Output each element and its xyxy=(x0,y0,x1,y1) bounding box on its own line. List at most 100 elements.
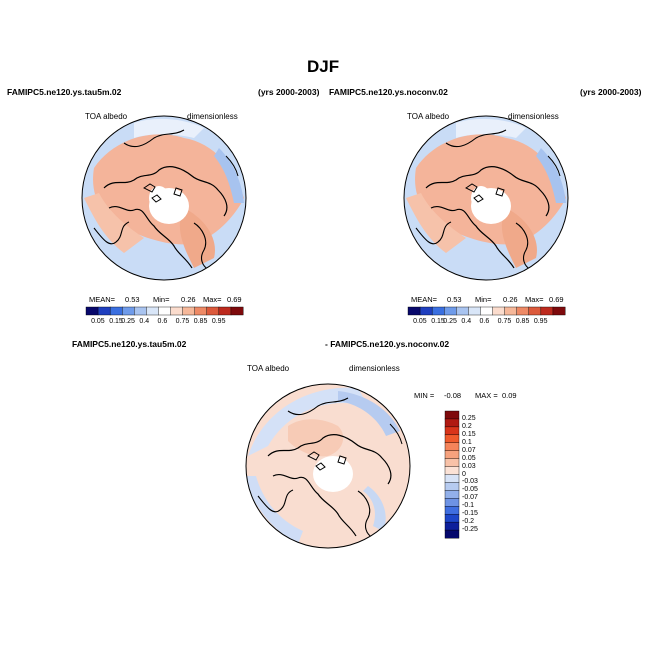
panel2-mean-label: MEAN= xyxy=(411,295,438,304)
panel2-colorbar-tick-label: 0.4 xyxy=(461,318,472,325)
diff-colorbar-tick-label: 0 xyxy=(462,470,466,478)
panel1-max-value: 0.69 xyxy=(227,295,242,304)
panel1-colorbar-swatch xyxy=(206,306,220,316)
diff-colorbar-swatch xyxy=(444,410,460,420)
diff-colorbar-swatch xyxy=(444,426,460,436)
diff-colorbar xyxy=(444,410,460,539)
panel1-colorbar-tick-label: 0.4 xyxy=(139,318,150,325)
panel2-min-label: Min= xyxy=(475,295,492,304)
diff-colorbar-swatch xyxy=(444,450,460,460)
panel1-colorbar-swatch xyxy=(97,306,111,316)
diff-colorbar-tick-label: 0.15 xyxy=(462,430,476,438)
diff-colorbar-tick-label: -0.03 xyxy=(462,478,478,486)
panel1-colorbar-tick-label: 0.15 xyxy=(109,318,123,325)
panel2-max-label: Max= xyxy=(525,295,544,304)
diff-max-label: MAX = xyxy=(475,391,498,400)
panel1-mean-value: 0.53 xyxy=(125,295,140,304)
diff-colorbar-swatch xyxy=(444,498,460,507)
panel1-colorbar-tick-label: 0.25 xyxy=(121,318,135,325)
panel1-min-value: 0.26 xyxy=(181,295,196,304)
panel1-colorbar-swatch xyxy=(230,306,244,316)
diff-min-value: -0.08 xyxy=(444,391,462,400)
diff-colorbar-swatch xyxy=(444,434,460,444)
panel1-colorbar-tick-label: 0.05 xyxy=(91,318,105,325)
panel1-mean-label: MEAN= xyxy=(89,295,116,304)
diff-colorbar-swatch xyxy=(444,474,460,483)
panel2-colorbar-swatch xyxy=(444,306,457,316)
panel1-colorbar-swatch xyxy=(194,306,208,316)
diff-colorbar-tick-label: 0.07 xyxy=(462,446,476,454)
panel2-colorbar-tick-label: 0.75 xyxy=(497,318,512,325)
diff-colorbar-swatch xyxy=(444,418,460,428)
panel1-colorbar-swatch xyxy=(109,306,123,316)
panel1-colorbar-swatch xyxy=(85,306,99,316)
panel1-colorbar-tick-label: 0.95 xyxy=(211,318,226,325)
diff-colorbar-tick-label: -0.15 xyxy=(462,510,478,518)
diff-max-value: 0.09 xyxy=(502,391,517,400)
panel1-colorbar-tick-label: 0.85 xyxy=(193,318,208,325)
panel2-colorbar-swatch xyxy=(468,306,481,316)
panel2-colorbar-tick-label: 0.25 xyxy=(443,318,457,325)
panel2-case-label: FAMIPC5.ne120.ys.noconv.02 xyxy=(329,87,448,97)
diff-colorbar-tick-label: 0.2 xyxy=(462,422,472,430)
panel1-colorbar-swatch xyxy=(170,306,184,316)
panel2-colorbar-swatch xyxy=(504,306,518,316)
diff-colorbar-tick-label: -0.05 xyxy=(462,486,478,494)
panel1-colorbar xyxy=(85,306,244,316)
diff-colorbar-swatch xyxy=(444,513,460,523)
panel1-colorbar-swatch xyxy=(134,306,147,316)
diff-colorbar-tick-label: 0.05 xyxy=(462,454,476,462)
diff-right-label: - FAMIPC5.ne120.ys.noconv.02 xyxy=(325,339,450,349)
panel2-years-label: (yrs 2000-2003) xyxy=(580,87,642,97)
panel2-units-label: dimensionless xyxy=(508,112,559,121)
panel2-colorbar-swatch xyxy=(540,306,554,316)
panel2-colorbar-swatch xyxy=(419,306,433,316)
panel1-max-label: Max= xyxy=(203,295,222,304)
diff-colorbar-swatch xyxy=(444,490,460,499)
diff-left-label: FAMIPC5.ne120.ys.tau5m.02 xyxy=(72,339,187,349)
panel2-colorbar-swatch xyxy=(552,306,566,316)
diff-colorbar-swatch xyxy=(444,506,460,515)
panel1-years-label: (yrs 2000-2003) xyxy=(258,87,320,97)
diff-map-border xyxy=(245,383,411,549)
panel2-map-border xyxy=(403,115,569,281)
diff-min-label: MIN = xyxy=(414,391,435,400)
diff-colorbar-tick-label: 0.1 xyxy=(462,438,472,446)
panel2-variable-label: TOA albedo xyxy=(407,112,450,121)
diff-colorbar-tick-label: -0.07 xyxy=(462,494,478,502)
diff-units-label: dimensionless xyxy=(349,364,400,373)
panel2-colorbar-swatch xyxy=(528,306,542,316)
panel2-mean-value: 0.53 xyxy=(447,295,462,304)
diff-colorbar-tick-label: -0.25 xyxy=(462,526,478,534)
diff-colorbar-tick-label: 0.25 xyxy=(462,414,476,422)
panel1-min-label: Min= xyxy=(153,295,170,304)
page-title: DJF xyxy=(307,57,340,76)
panel1-colorbar-swatch xyxy=(158,306,171,316)
panel1-map-border xyxy=(81,115,247,281)
panel1-units-label: dimensionless xyxy=(187,112,238,121)
panel2-colorbar xyxy=(407,306,566,316)
diff-colorbar-swatch xyxy=(444,458,460,467)
panel2-max-value: 0.69 xyxy=(549,295,564,304)
panel2-colorbar-swatch xyxy=(492,306,506,316)
panel1-colorbar-tick-label: 0.6 xyxy=(157,318,168,325)
diff-colorbar-swatch xyxy=(444,521,460,531)
panel2-colorbar-tick-label: 0.85 xyxy=(515,318,530,325)
diff-variable-label: TOA albedo xyxy=(247,364,290,373)
panel1-colorbar-swatch xyxy=(122,306,135,316)
diff-polar-map xyxy=(246,384,410,548)
panel2-colorbar-swatch xyxy=(431,306,445,316)
panel1-polar-map xyxy=(82,116,246,280)
panel1-colorbar-swatch xyxy=(146,306,159,316)
diff-colorbar-swatch xyxy=(444,529,460,539)
panel2-colorbar-tick-label: 0.05 xyxy=(413,318,427,325)
diff-colorbar-tick-label: -0.1 xyxy=(462,502,475,510)
panel2-colorbar-swatch xyxy=(480,306,493,316)
panel1-colorbar-swatch xyxy=(218,306,232,316)
panel2-colorbar-swatch xyxy=(516,306,530,316)
panel2-min-value: 0.26 xyxy=(503,295,518,304)
panel2-polar-map xyxy=(404,116,568,280)
panel2-colorbar-tick-label: 0.15 xyxy=(431,318,445,325)
panel2-colorbar-swatch xyxy=(456,306,469,316)
